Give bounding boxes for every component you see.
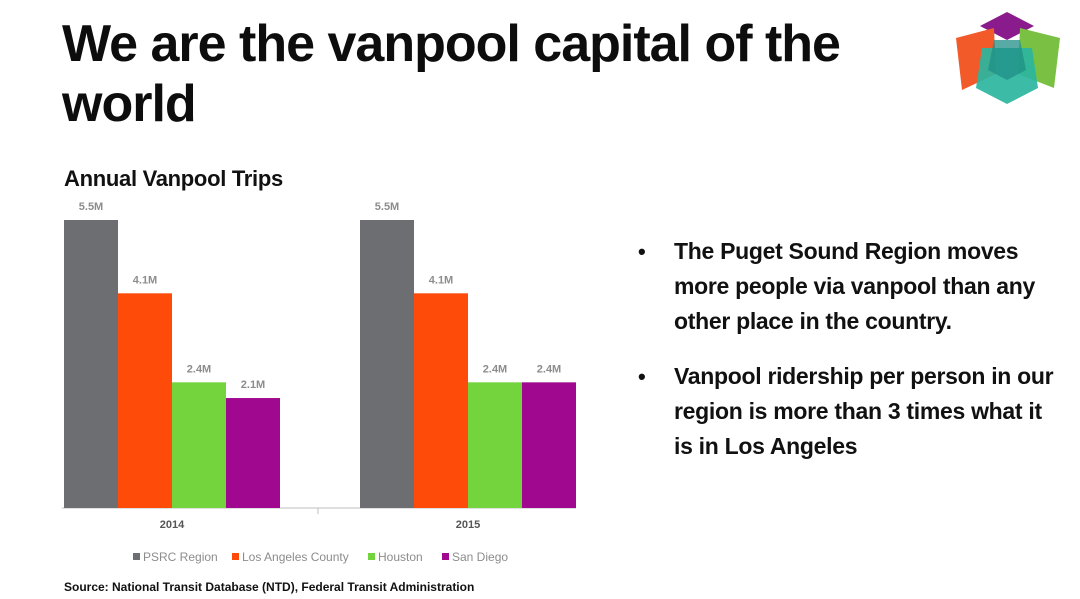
slide-title: We are the vanpool capital of the world [62, 15, 841, 133]
x-tick-label: 2015 [456, 519, 480, 531]
bullet-list: • The Puget Sound Region moves more peop… [638, 234, 1058, 484]
chart-title: Annual Vanpool Trips [64, 166, 283, 191]
data-label: 4.1M [133, 274, 157, 286]
data-label: 5.5M [375, 201, 399, 213]
bar [414, 293, 468, 508]
bar-chart: 5.5M 4.1M 2.4M 2.1M 2014 5.5M 4.1M 2.4M 2.4M 2015… [62, 201, 576, 564]
bar [522, 382, 576, 508]
legend-swatch [442, 553, 449, 560]
legend-swatch [133, 553, 140, 560]
bullet-text: The Puget Sound Region moves more people… [674, 238, 1036, 334]
legend-label: Houston [378, 550, 423, 564]
data-label: 2.4M [483, 363, 507, 375]
bar [226, 398, 280, 508]
data-label: 4.1M [429, 274, 453, 286]
bullet-text: Vanpool ridership per person in our regi… [674, 363, 1054, 459]
x-tick-label: 2014 [160, 519, 185, 531]
legend-swatch [232, 553, 239, 560]
legend-label: PSRC Region [143, 550, 218, 564]
data-label: 2.1M [241, 379, 265, 391]
bullet-marker: • [638, 364, 646, 389]
data-label: 5.5M [79, 201, 103, 213]
legend-label: San Diego [452, 550, 508, 564]
bar [118, 293, 172, 508]
bullet-item: • The Puget Sound Region moves more peop… [638, 234, 1058, 339]
bar [468, 382, 522, 508]
cube-logo-icon [956, 12, 1060, 104]
source-note: Source: National Transit Database (NTD),… [64, 580, 475, 594]
legend-swatch [368, 553, 375, 560]
logo-center-face [988, 40, 1026, 80]
data-label: 2.4M [537, 363, 561, 375]
legend-label: Los Angeles County [242, 550, 349, 564]
data-label: 2.4M [187, 363, 211, 375]
bullet-item: • Vanpool ridership per person in our re… [638, 359, 1058, 464]
bar [172, 382, 226, 508]
bullet-marker: • [638, 239, 646, 264]
bar [360, 220, 414, 508]
bar [64, 220, 118, 508]
